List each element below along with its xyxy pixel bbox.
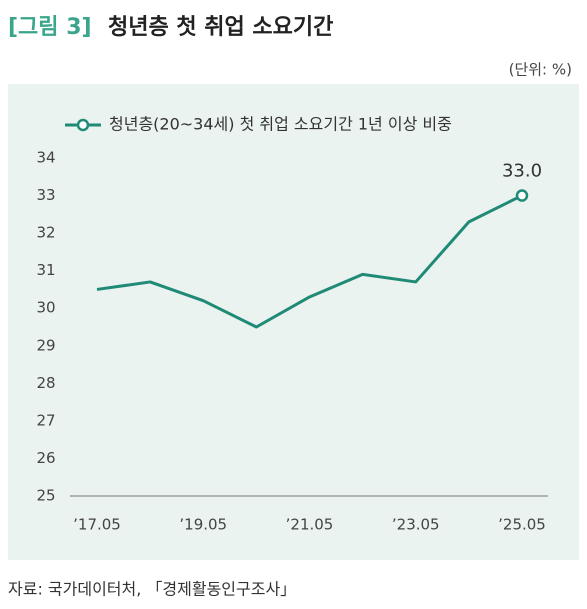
y-tick-label: 27: [36, 411, 55, 429]
plot-background: [8, 84, 579, 560]
y-tick-label: 33: [36, 186, 55, 204]
y-tick-label: 29: [36, 336, 55, 354]
x-tick-label: ’23.05: [392, 516, 440, 534]
y-tick-label: 30: [36, 299, 55, 317]
x-tick-label: ’21.05: [286, 516, 334, 534]
x-tick-label: ’25.05: [498, 516, 546, 534]
x-tick-label: ’19.05: [179, 516, 227, 534]
unit-label: (단위: %): [509, 61, 572, 79]
y-tick-label: 34: [36, 149, 55, 167]
y-tick-label: 31: [36, 261, 55, 279]
source-note: 자료: 국가데이터처, 「경제활동인구조사」: [8, 580, 296, 599]
legend-marker: [76, 118, 90, 132]
x-tick-label: ’17.05: [73, 516, 121, 534]
y-tick-label: 28: [36, 374, 55, 392]
y-tick-label: 25: [36, 487, 55, 505]
data-point: [515, 189, 529, 202]
figure-label: [그림 3]: [8, 15, 92, 40]
value-label: 33.0: [502, 161, 542, 182]
y-tick-label: 26: [36, 449, 55, 467]
legend-label: 청년층(20~34세) 첫 취업 소요기간 1년 이상 비중: [109, 115, 452, 134]
chart-title: 청년층 첫 취업 소요기간: [108, 15, 333, 40]
data-line: [96, 194, 523, 329]
y-tick-label: 32: [36, 224, 55, 242]
